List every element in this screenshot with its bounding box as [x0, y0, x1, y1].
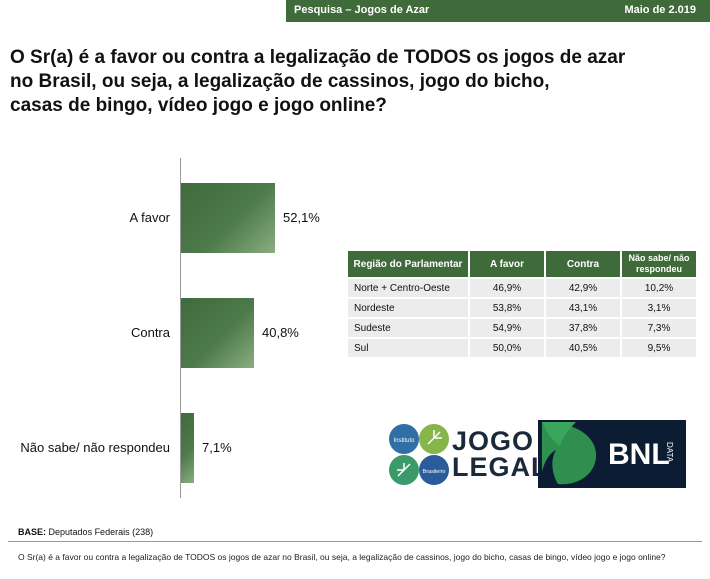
region-table: Região do Parlamentar A favor Contra Não… [346, 249, 698, 359]
logo-circle-text: Brasileiro [423, 469, 446, 475]
header-date: Maio de 2.019 [624, 4, 696, 16]
footnote: O Sr(a) é a favor ou contra a legalizaçã… [18, 552, 666, 562]
table-cell: Norte + Centro-Oeste [348, 279, 468, 297]
table-cell: 46,9% [470, 279, 544, 297]
table-cell: 42,9% [546, 279, 620, 297]
footer-divider [8, 541, 702, 542]
table-header-cell: A favor [470, 251, 544, 277]
base-label: BASE: [18, 527, 47, 537]
table-row: Nordeste 53,8% 43,1% 3,1% [348, 299, 696, 317]
jogo-legal-emblem-icon: Instituto Brasileiro [389, 424, 449, 485]
table-cell: 40,5% [546, 339, 620, 357]
header-title: Pesquisa – Jogos de Azar [294, 4, 430, 16]
bar [181, 413, 194, 483]
data-label: 40,8% [262, 325, 299, 340]
table-row: Norte + Centro-Oeste 46,9% 42,9% 10,2% [348, 279, 696, 297]
table-cell: 3,1% [622, 299, 696, 317]
table-cell: Nordeste [348, 299, 468, 317]
table-row: Sul 50,0% 40,5% 9,5% [348, 339, 696, 357]
table-cell: 50,0% [470, 339, 544, 357]
question-title: O Sr(a) é a favor ou contra a legalizaçã… [10, 46, 690, 118]
table-cell: 37,8% [546, 319, 620, 337]
bar [181, 183, 275, 253]
question-line-3: casas de bingo, vídeo jogo e jogo online… [10, 95, 387, 116]
table-header-cell: Região do Parlamentar [348, 251, 468, 277]
question-line-2: no Brasil, ou seja, a legalização de cas… [10, 71, 550, 92]
table-cell: Sul [348, 339, 468, 357]
jogo-legal-logo: Instituto Brasileiro JOGO LEGAL [388, 424, 548, 486]
data-label: 52,1% [283, 210, 320, 225]
category-label: A favor [129, 210, 170, 225]
base-text: Deputados Federais (238) [48, 527, 154, 537]
category-label: Não sabe/ não respondeu [20, 440, 170, 455]
table-header-text: Não sabe/ não respondeu [628, 253, 690, 274]
table-cell: 54,9% [470, 319, 544, 337]
logo-text-legal: LEGAL [452, 452, 549, 482]
bar [181, 298, 254, 368]
logo-text-jogo: JOGO [452, 426, 535, 456]
table-cell: 10,2% [622, 279, 696, 297]
table-row: Sudeste 54,9% 37,8% 7,3% [348, 319, 696, 337]
question-line-1: O Sr(a) é a favor ou contra a legalizaçã… [10, 47, 626, 68]
data-label: 7,1% [202, 440, 232, 455]
table-cell: 43,1% [546, 299, 620, 317]
base-note: BASE: Deputados Federais (238) [18, 527, 153, 537]
bnl-data-logo: BNL DATA [538, 420, 686, 488]
table-header-cell: Contra [546, 251, 620, 277]
bnl-logo-subtext: DATA [665, 442, 674, 463]
bnl-leaf-icon [542, 422, 597, 485]
table-cell: Sudeste [348, 319, 468, 337]
header-bar: Pesquisa – Jogos de Azar Maio de 2.019 [286, 0, 710, 22]
table-header-cell: Não sabe/ não respondeu [622, 251, 696, 277]
bnl-logo-text: BNL [608, 438, 670, 471]
table-header-row: Região do Parlamentar A favor Contra Não… [348, 251, 696, 277]
category-label: Contra [130, 325, 170, 340]
table-cell: 7,3% [622, 319, 696, 337]
table-cell: 53,8% [470, 299, 544, 317]
logo-circle-text: Instituto [393, 438, 415, 444]
table-cell: 9,5% [622, 339, 696, 357]
chart-axis [180, 158, 181, 498]
